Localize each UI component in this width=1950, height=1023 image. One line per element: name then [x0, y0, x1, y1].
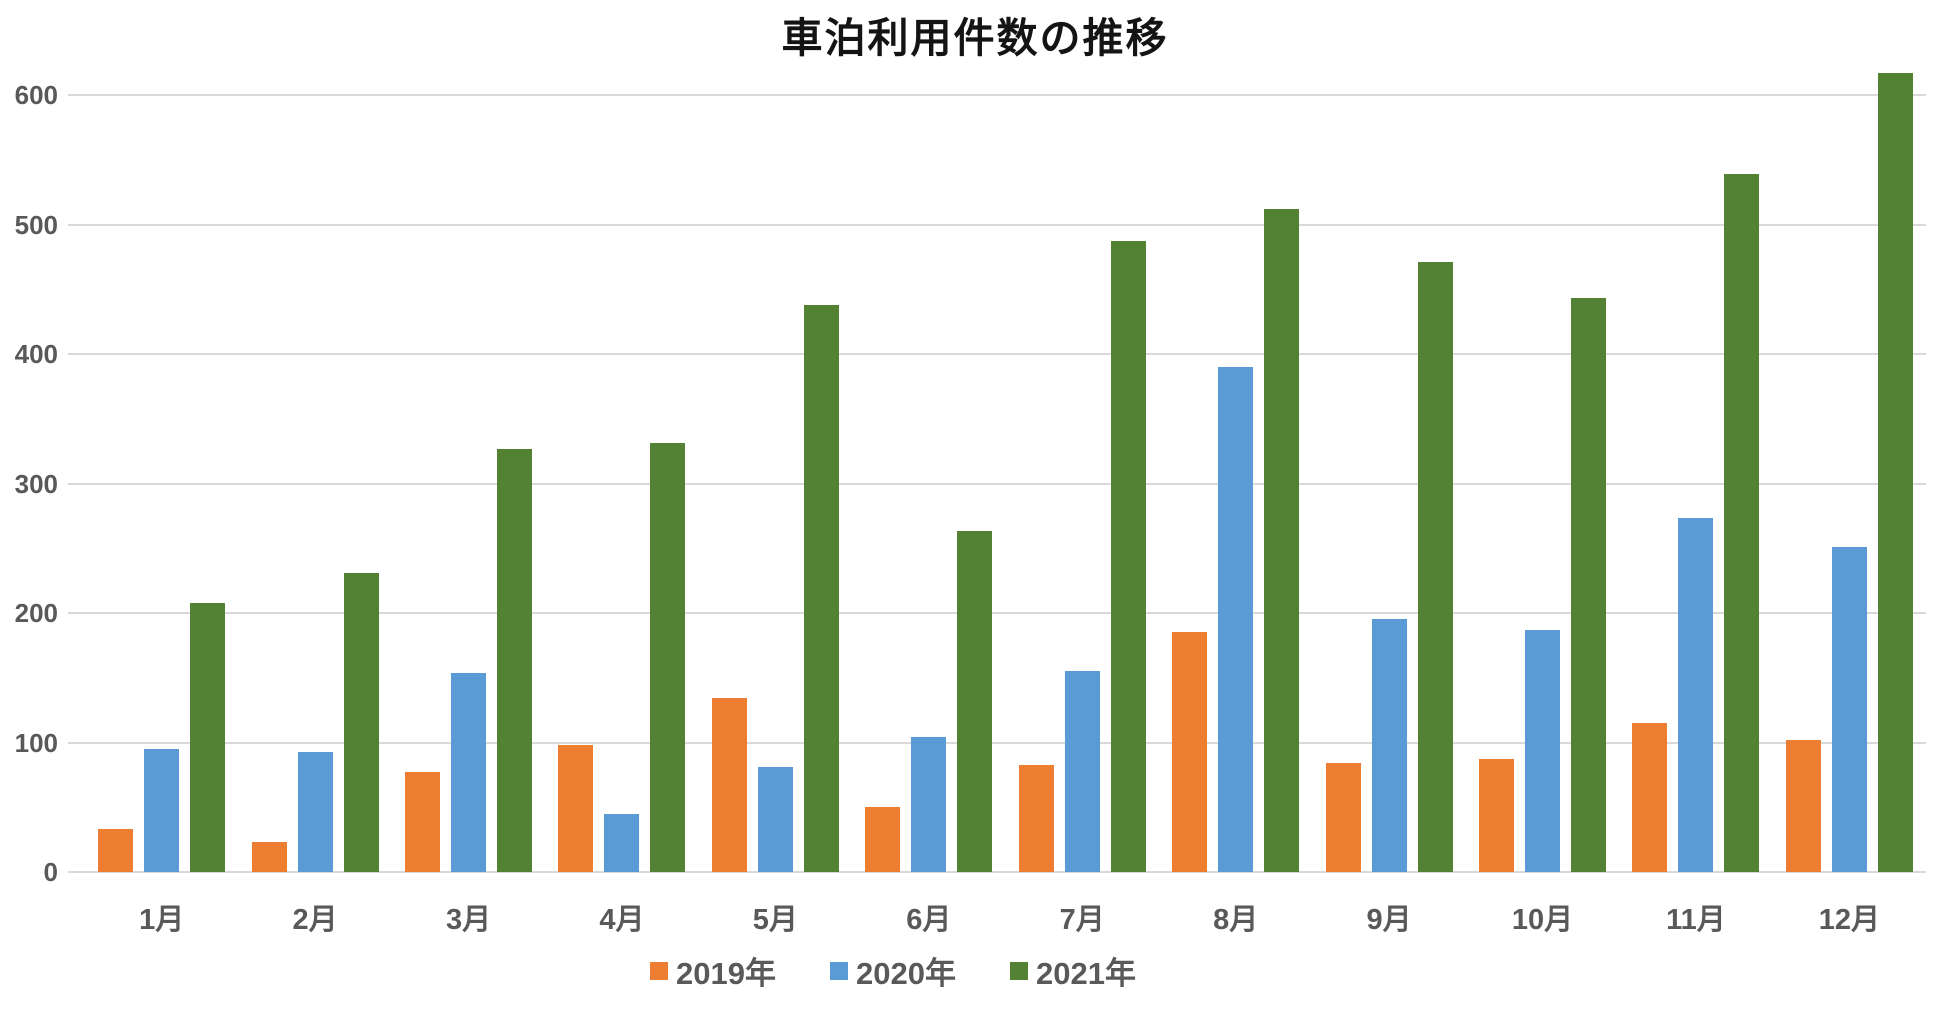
- chart-title: 車泊利用件数の推移: [781, 15, 1169, 61]
- gridline-400: [68, 353, 1926, 355]
- gridline-300: [68, 482, 1926, 485]
- bar-2021年-8月: [1264, 208, 1300, 872]
- x-axis-label-9月: 9月: [1366, 904, 1412, 936]
- gridline-600: [68, 94, 1926, 96]
- legend-swatch-icon: [830, 961, 849, 980]
- bar-2021年-9月: [1417, 262, 1453, 872]
- x-axis-label-11月: 11月: [1666, 904, 1726, 936]
- bar-2019年-6月: [865, 807, 901, 872]
- bar-2020年-11月: [1678, 518, 1714, 872]
- gridline-200: [68, 612, 1926, 614]
- bar-2021年-5月: [803, 304, 839, 872]
- bar-2020年-2月: [297, 751, 333, 872]
- bar-2019年-5月: [711, 698, 747, 872]
- legend-label: 2021年: [1035, 956, 1136, 991]
- bar-2019年-10月: [1478, 759, 1514, 872]
- bar-2020年-10月: [1524, 629, 1560, 872]
- bar-2021年-10月: [1570, 298, 1606, 872]
- legend-item-2019年: 2019年: [650, 948, 776, 993]
- bar-2020年-5月: [757, 767, 793, 872]
- bar-2021年-2月: [343, 572, 379, 872]
- bar-2020年-4月: [604, 813, 640, 872]
- bar-2020年-12月: [1831, 546, 1867, 872]
- gridline-500: [68, 223, 1926, 226]
- bar-2020年-8月: [1218, 366, 1254, 872]
- x-axis-label-7月: 7月: [1059, 904, 1105, 936]
- bar-2019年-12月: [1785, 739, 1821, 872]
- bar-2019年-7月: [1018, 764, 1054, 872]
- x-axis-label-10月: 10月: [1511, 904, 1574, 936]
- bar-2020年-7月: [1064, 671, 1100, 872]
- x-axis-label-4月: 4月: [599, 904, 645, 936]
- bar-2019年-9月: [1325, 763, 1361, 872]
- y-axis-label-400: 400: [14, 339, 58, 369]
- y-axis-label-0: 0: [43, 857, 58, 887]
- bar-2021年-6月: [957, 531, 993, 872]
- gridline-100: [68, 741, 1926, 744]
- y-axis-label-500: 500: [14, 209, 58, 240]
- legend-swatch-icon: [1009, 961, 1028, 980]
- bar-2021年-7月: [1110, 241, 1146, 872]
- x-axis-label-2月: 2月: [292, 904, 338, 936]
- bar-2020年-1月: [144, 748, 180, 872]
- bar-2021年-1月: [190, 602, 226, 872]
- bar-2021年-11月: [1724, 173, 1760, 872]
- bar-2020年-6月: [911, 737, 947, 872]
- x-axis-label-1月: 1月: [139, 904, 185, 936]
- bar-2019年-11月: [1632, 723, 1668, 872]
- x-axis-label-8月: 8月: [1213, 904, 1259, 936]
- legend-item-2020年: 2020年: [830, 948, 956, 993]
- bar-2021年-4月: [650, 443, 686, 872]
- gridline-0: [68, 871, 1926, 873]
- bar-2020年-9月: [1371, 619, 1407, 872]
- legend-item-2021年: 2021年: [1009, 948, 1136, 993]
- y-axis-label-100: 100: [14, 727, 58, 758]
- bar-2021年-12月: [1877, 72, 1913, 872]
- y-axis-label-300: 300: [14, 468, 58, 499]
- legend-swatch-icon: [650, 961, 669, 980]
- y-axis-label-200: 200: [14, 598, 58, 628]
- bar-2019年-1月: [98, 829, 134, 872]
- bar-2020年-3月: [451, 672, 487, 872]
- x-axis-label-6月: 6月: [906, 904, 952, 936]
- bar-2019年-3月: [405, 772, 441, 872]
- legend: 2019年 2020年 2021年: [0, 948, 1868, 993]
- x-axis-label-5月: 5月: [752, 904, 798, 936]
- legend-label: 2020年: [856, 956, 956, 991]
- bar-2021年-3月: [497, 448, 533, 872]
- legend-label: 2019年: [676, 956, 777, 991]
- y-axis-label-600: 600: [14, 80, 58, 110]
- bar-2019年-2月: [251, 842, 287, 872]
- bar-2019年-4月: [558, 745, 594, 872]
- x-axis-label-12月: 12月: [1818, 904, 1880, 936]
- bar-2019年-8月: [1172, 632, 1208, 872]
- x-axis-label-3月: 3月: [445, 904, 492, 936]
